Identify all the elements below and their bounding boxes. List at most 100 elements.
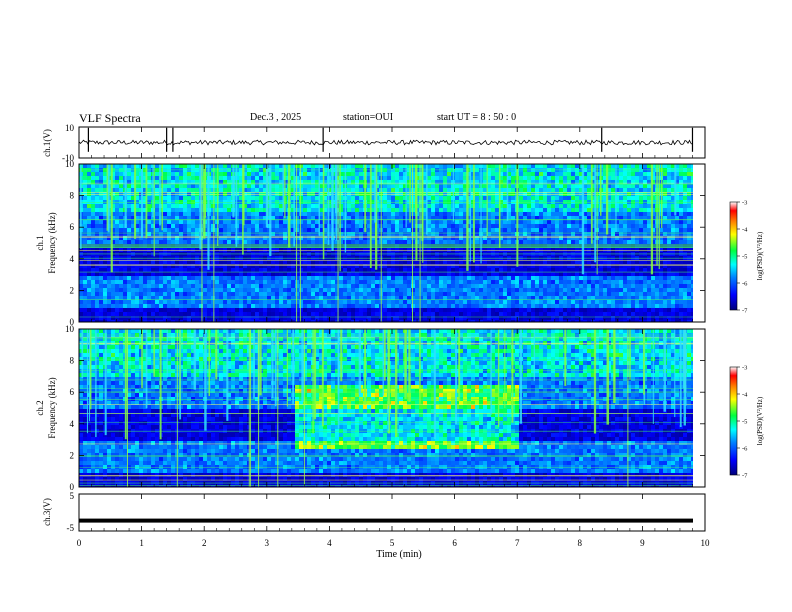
spec1-cell	[91, 196, 96, 201]
spec1-cell	[167, 320, 172, 323]
spec1-cell	[555, 204, 560, 209]
spec1-cell	[311, 188, 316, 193]
spec1-cell	[295, 212, 300, 217]
spec1-cell	[383, 192, 388, 197]
spec1-cell	[383, 172, 388, 177]
spec1-cell	[523, 208, 528, 213]
spec1-cell	[187, 216, 192, 221]
spec1-cell	[247, 288, 252, 293]
spec1-cell	[407, 284, 412, 289]
spec1-cell	[475, 220, 480, 225]
spec1-cell	[147, 196, 152, 201]
spec1-cell	[543, 188, 548, 193]
spec1-cell	[107, 304, 112, 309]
spec1-cell	[227, 280, 232, 285]
spec1-cell	[79, 292, 84, 297]
spec1-cell	[275, 204, 280, 209]
spec1-cell	[483, 164, 488, 169]
spec1-cell	[471, 288, 476, 293]
spec1-cell	[255, 320, 260, 323]
spec1-cell	[391, 180, 396, 185]
spec1-cell	[359, 268, 364, 273]
spec1-cell	[339, 316, 344, 321]
spec1-cell	[279, 300, 284, 305]
spec1-cell	[527, 284, 532, 289]
spec1-cell	[223, 316, 228, 321]
spec1-cell	[551, 220, 556, 225]
spec1-cell	[451, 272, 456, 277]
spec1-cell	[183, 312, 188, 317]
spec1-cell	[203, 260, 208, 265]
spec1-cell	[563, 228, 568, 233]
spec1-cell	[155, 180, 160, 185]
spec1-cell	[307, 216, 312, 221]
spec1-cell	[399, 248, 404, 253]
spec1-cell	[567, 172, 572, 177]
spec1-cell	[135, 212, 140, 217]
spec1-cell	[267, 296, 272, 301]
spec1-cell	[339, 184, 344, 189]
spec1-cell	[503, 164, 508, 169]
spec1-cell	[183, 192, 188, 197]
spec1-cell	[359, 192, 364, 197]
spec1-cell	[95, 180, 100, 185]
spec1-cell	[375, 272, 380, 277]
spec1-cell	[559, 164, 564, 169]
spec1-cell	[179, 276, 184, 281]
spec1-cell	[531, 296, 536, 301]
spec1-cell	[131, 292, 136, 297]
spec1-cell	[231, 272, 236, 277]
spec1-cell	[87, 284, 92, 289]
spec1-cell	[487, 224, 492, 229]
spec1-cell	[295, 300, 300, 305]
spec1-cell	[435, 320, 440, 323]
spec1-cell	[303, 240, 308, 245]
spec1-cell	[423, 240, 428, 245]
spec1-cell	[99, 260, 104, 265]
spec1-cell	[307, 184, 312, 189]
spec1-cell	[423, 192, 428, 197]
spec1-cell	[255, 288, 260, 293]
spec1-cell	[167, 280, 172, 285]
spec1-cell	[219, 184, 224, 189]
spec1-cell	[347, 272, 352, 277]
spec1-cell	[271, 280, 276, 285]
spec1-cell	[555, 300, 560, 305]
spec1-cell	[547, 236, 552, 241]
spec1-cell	[255, 164, 260, 169]
spec1-cell	[359, 308, 364, 313]
spec1-cell	[219, 284, 224, 289]
spec1-cell	[503, 296, 508, 301]
spec1-cell	[143, 240, 148, 245]
spec1-cell	[279, 272, 284, 277]
spec1-cell	[143, 184, 148, 189]
spec1-cell	[135, 188, 140, 193]
spec1-cell	[535, 300, 540, 305]
spec1-cell	[99, 164, 104, 169]
spec1-cell	[435, 312, 440, 317]
spec1-cell	[383, 300, 388, 305]
spec1-cell	[467, 300, 472, 305]
spec1-cell	[83, 220, 88, 225]
spec1-cell	[455, 204, 460, 209]
spec1-cell	[315, 240, 320, 245]
spec1-cell	[247, 300, 252, 305]
spec1-cell	[399, 196, 404, 201]
spec1-cell	[239, 280, 244, 285]
spec1-cell	[135, 320, 140, 323]
spec1-cell	[223, 276, 228, 281]
spec1-cell	[351, 264, 356, 269]
spec1-cell	[359, 216, 364, 221]
spec1-cell	[159, 316, 164, 321]
spec1-cell	[243, 172, 248, 177]
spec1-cell	[463, 188, 468, 193]
spec1-cell	[291, 204, 296, 209]
spec1-cell	[391, 176, 396, 181]
spec1-cell	[403, 312, 408, 317]
spec1-cell	[455, 272, 460, 277]
spec1-cell	[399, 296, 404, 301]
spec1-cell	[127, 260, 132, 265]
spec1-cell	[563, 272, 568, 277]
spec1-cell	[467, 216, 472, 221]
spec1-cell	[563, 180, 568, 185]
